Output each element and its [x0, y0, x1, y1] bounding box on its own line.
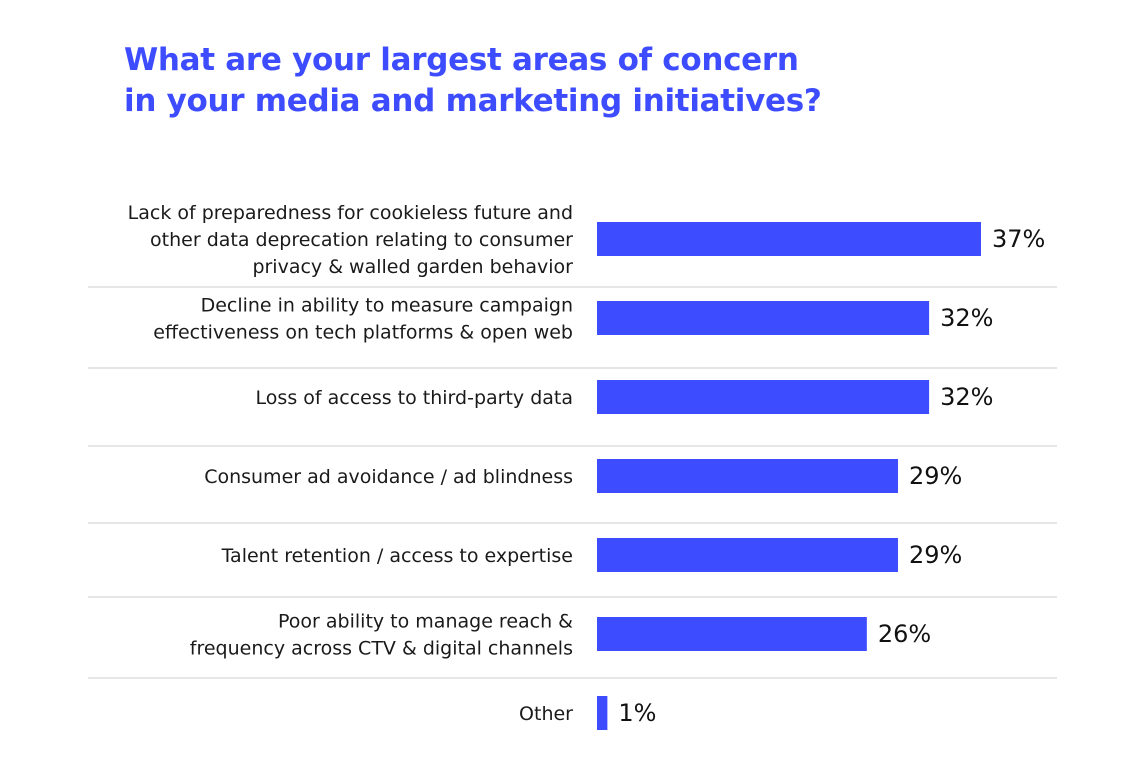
- category-label: Loss of access to third-party data: [256, 387, 573, 409]
- value-label: 1%: [618, 699, 656, 727]
- bar: [597, 459, 898, 493]
- bar: [597, 696, 608, 730]
- bar: [597, 301, 930, 335]
- value-label: 29%: [909, 462, 962, 490]
- bar: [597, 380, 930, 414]
- category-label: Consumer ad avoidance / ad blindness: [204, 466, 573, 488]
- category-label: Decline in ability to measure campaign ef…: [153, 295, 573, 344]
- category-label: Lack of preparedness for cookieless futu…: [128, 202, 574, 278]
- value-label: 32%: [940, 383, 993, 411]
- bar: [597, 617, 867, 651]
- bar: [597, 222, 981, 256]
- category-label: Talent retention / access to expertise: [221, 545, 573, 567]
- value-label: 37%: [992, 225, 1045, 253]
- chart-title-line-2: in your media and marketing initiatives?: [124, 83, 822, 119]
- value-label: 29%: [909, 541, 962, 569]
- chart-title-line-1: What are your largest areas of concern: [124, 42, 799, 78]
- bar: [597, 538, 898, 572]
- value-label: 32%: [940, 304, 993, 332]
- category-label: Poor ability to manage reach & frequency …: [190, 611, 573, 660]
- chart-title: What are your largest areas of concern i…: [124, 40, 1024, 122]
- value-label: 26%: [878, 620, 931, 648]
- category-label: Other: [519, 703, 573, 725]
